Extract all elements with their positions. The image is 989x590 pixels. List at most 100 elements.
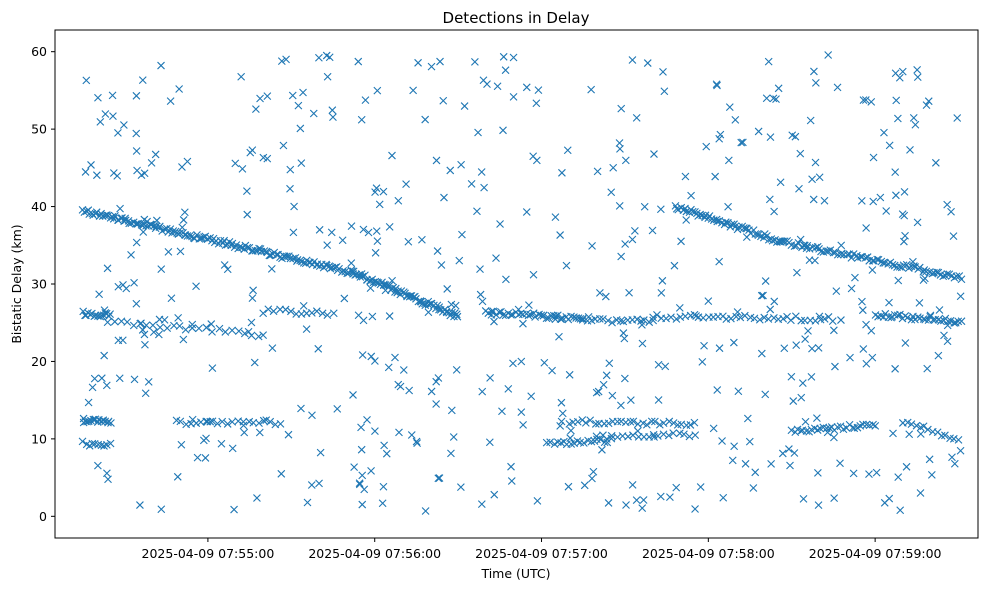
data-point — [418, 235, 426, 244]
data-point — [941, 431, 949, 440]
data-point — [943, 270, 952, 278]
data-point — [255, 428, 264, 437]
data-point — [358, 351, 367, 359]
data-point — [925, 455, 934, 464]
data-point — [206, 417, 215, 426]
data-point — [141, 389, 150, 398]
data-point — [286, 307, 295, 316]
data-point — [84, 417, 93, 426]
data-point — [675, 303, 684, 312]
data-point — [388, 276, 396, 285]
data-point — [741, 459, 750, 468]
data-point — [862, 224, 871, 232]
plot-markers — [78, 51, 966, 515]
data-point — [719, 493, 728, 502]
data-point — [680, 430, 688, 439]
data-point — [355, 480, 364, 489]
data-point — [202, 434, 210, 443]
data-point — [715, 257, 724, 266]
data-point — [95, 290, 104, 299]
data-point — [97, 374, 106, 383]
data-point — [121, 214, 130, 223]
data-point — [100, 306, 109, 314]
data-point — [378, 499, 387, 508]
data-point — [119, 281, 127, 289]
data-point — [522, 208, 531, 216]
data-point — [604, 316, 612, 325]
data-point — [247, 318, 256, 327]
data-point — [688, 207, 697, 216]
data-point — [388, 151, 396, 160]
data-point — [329, 309, 338, 318]
data-point — [309, 109, 318, 118]
data-point — [902, 462, 911, 471]
data-point — [791, 132, 800, 141]
data-point — [564, 482, 573, 491]
data-point — [954, 435, 963, 444]
data-point — [264, 305, 273, 314]
data-point — [203, 235, 212, 244]
data-point — [862, 420, 871, 429]
data-point — [410, 292, 419, 301]
data-point — [786, 461, 794, 470]
data-point — [94, 93, 102, 102]
data-point — [109, 112, 117, 121]
data-point — [375, 200, 384, 209]
data-point — [621, 240, 630, 248]
data-point — [892, 191, 900, 200]
data-point — [940, 331, 948, 340]
data-point — [373, 86, 382, 95]
data-point — [175, 85, 184, 93]
data-point — [486, 374, 494, 382]
data-point — [179, 335, 188, 344]
data-point — [806, 116, 815, 125]
data-point — [154, 330, 163, 339]
data-point — [452, 310, 461, 319]
data-point — [588, 474, 596, 483]
data-point — [566, 434, 575, 442]
data-point — [790, 449, 799, 457]
data-point — [409, 86, 418, 95]
data-point — [578, 316, 587, 324]
data-point — [857, 197, 866, 205]
data-point — [478, 387, 487, 396]
data-point — [379, 187, 388, 196]
data-point — [599, 380, 608, 389]
data-point — [142, 321, 151, 330]
data-point — [457, 160, 466, 169]
data-point — [709, 424, 718, 433]
data-point — [880, 498, 889, 507]
data-point — [713, 386, 722, 394]
data-point — [943, 200, 952, 209]
data-point — [504, 385, 513, 393]
data-point — [263, 92, 272, 100]
data-point — [563, 146, 572, 155]
data-point — [384, 363, 393, 372]
data-point — [862, 320, 870, 329]
data-point — [167, 294, 176, 303]
data-point — [562, 261, 571, 270]
data-point — [805, 256, 814, 265]
data-point — [770, 313, 778, 322]
data-point — [764, 57, 773, 66]
data-point — [540, 358, 549, 367]
data-point — [789, 397, 798, 405]
data-point — [323, 241, 332, 250]
data-point — [847, 253, 856, 262]
data-point — [666, 493, 674, 502]
data-point — [900, 211, 909, 220]
data-point — [370, 357, 379, 365]
data-point — [729, 338, 738, 347]
data-point — [129, 321, 138, 330]
data-point — [358, 272, 367, 281]
data-point — [315, 53, 323, 62]
data-point — [517, 357, 526, 366]
data-point — [642, 420, 651, 429]
data-point — [478, 297, 487, 306]
data-point — [820, 196, 829, 205]
data-point — [243, 210, 252, 219]
data-point — [447, 300, 456, 309]
data-point — [250, 358, 259, 367]
data-point — [704, 297, 713, 306]
data-point — [103, 264, 112, 273]
